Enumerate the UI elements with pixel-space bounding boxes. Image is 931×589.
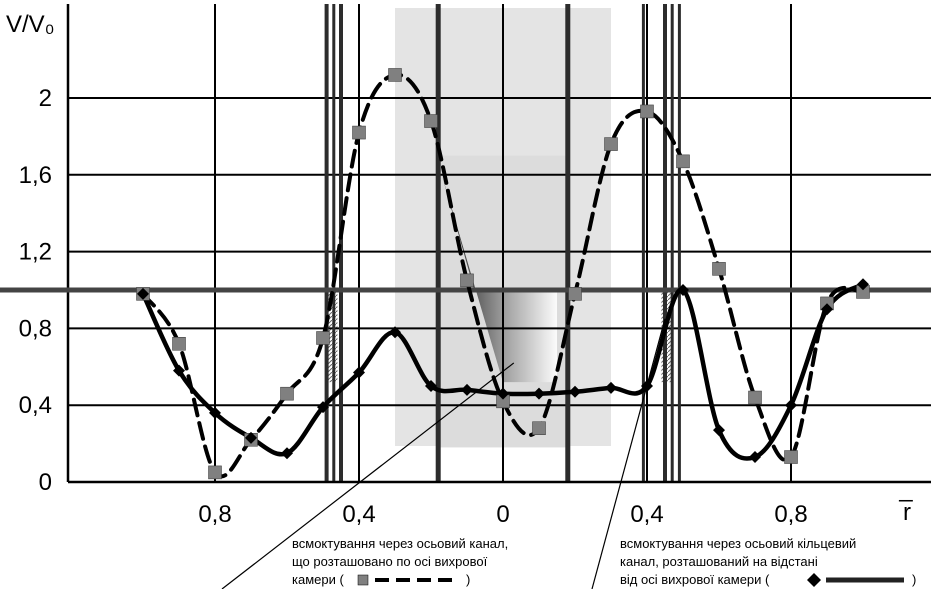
series-1-point: [604, 137, 618, 151]
series-2-point: [569, 385, 581, 398]
series-1-point: [388, 68, 402, 82]
annotation-center-close: ): [466, 572, 470, 587]
channel-walls: [324, 4, 681, 482]
x-tick-label: 0: [496, 501, 509, 528]
series-1-point: [748, 390, 762, 405]
y-tick-label: 0: [39, 469, 52, 496]
y-tick-label: 0,4: [19, 392, 52, 419]
series-2-point: [857, 278, 869, 291]
legend-diamond-marker: [807, 573, 821, 587]
annotation-ring: всмоктування через осьовий кільцевий кан…: [620, 536, 916, 587]
x-tick-label: 0,4: [342, 501, 375, 528]
y-axis-label: V/V₀: [6, 11, 55, 38]
annotation-ring-line-2: канал, розташований на відстані: [620, 554, 818, 569]
x-tick-label: 0,4: [630, 501, 663, 528]
series-1-point: [424, 114, 438, 128]
series-2-point: [713, 424, 725, 437]
central-velocity-shading: [441, 174, 557, 383]
series-2-point: [677, 284, 689, 296]
series-2-point: [533, 387, 545, 400]
series-2-point: [281, 447, 293, 460]
left-ring-hatch: [326, 290, 338, 383]
axes: [0, 4, 931, 484]
channel-bands: [326, 8, 673, 448]
series-1-point: [568, 287, 582, 301]
annotation-leader-ring: [591, 318, 666, 589]
annotation-center-line-2: що розташовано по осі вихрової: [292, 554, 488, 569]
annotation-center: всмоктування через осьовий канал, що роз…: [292, 536, 508, 587]
series-2-point: [209, 406, 221, 419]
series-1-point: [352, 125, 366, 140]
series-2-point: [173, 364, 185, 377]
annotation-leaders: [221, 318, 666, 589]
y-tick-label: 0,8: [19, 315, 52, 342]
y-tick-label: 2: [39, 85, 52, 112]
x-tick-label: 0,8: [198, 501, 231, 528]
annotation-leader-center: [221, 362, 515, 589]
annotation-ring-close: ): [912, 572, 916, 587]
series-1-point: [172, 337, 186, 351]
series-layer: [136, 68, 870, 480]
series-1-point: [532, 421, 546, 435]
series-2-point: [245, 431, 257, 444]
series-2-point: [317, 401, 329, 414]
series-1-point: [208, 465, 222, 480]
series-1-point: [640, 104, 654, 119]
series-2-point: [785, 399, 797, 412]
series-1-point: [676, 154, 690, 169]
y-tick-label: 1,2: [19, 239, 52, 266]
y-tick-label: 1,6: [19, 162, 52, 189]
series-2-point: [497, 387, 509, 400]
annotation-ring-line-1: всмоктування через осьовий кільцевий: [620, 536, 856, 551]
series-2-point: [749, 451, 761, 464]
series-1-point: [712, 262, 726, 276]
series-2-point: [821, 303, 833, 316]
legend-square-marker: [357, 574, 369, 586]
series-1-point: [280, 386, 294, 401]
tick-labels: 0 0,4 0,8 1,2 1,6 2 0,8 0,4 0 0,4 0,8: [19, 85, 808, 528]
series-2-point: [137, 287, 149, 300]
x-axis-label: r̅: [899, 499, 913, 526]
series-1-point: [316, 331, 330, 345]
annotation-ring-line-3: від осі вихрової камери (: [620, 572, 770, 587]
series-2-point: [353, 366, 365, 379]
annotation-center-line-1: всмоктування через осьовий канал,: [292, 536, 508, 551]
series-2-point: [425, 380, 437, 392]
series-2-point: [389, 326, 401, 339]
annotation-center-line-3: камери (: [292, 572, 344, 587]
x-tick-label: 0,8: [774, 501, 807, 528]
series-1-point: [460, 273, 474, 288]
series-2-point: [461, 383, 473, 396]
series-2-point: [605, 381, 617, 394]
series-1-point: [784, 450, 798, 464]
